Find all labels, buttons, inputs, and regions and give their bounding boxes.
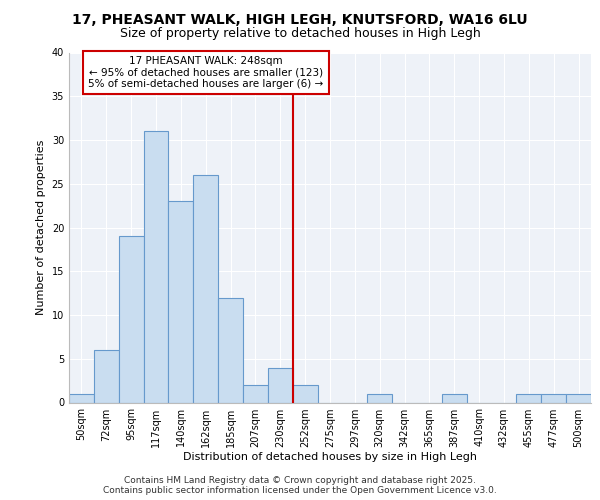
Bar (69, 394, 94, 402)
Text: Contains HM Land Registry data © Crown copyright and database right 2025.
Contai: Contains HM Land Registry data © Crown c… (103, 476, 497, 495)
Bar (541, 394, 566, 402)
Bar (442, 394, 467, 402)
Bar (169, 201, 193, 402)
Bar (517, 394, 541, 402)
Bar (218, 298, 243, 403)
Bar (193, 175, 218, 402)
Bar (119, 236, 143, 402)
Text: 17, PHEASANT WALK, HIGH LEGH, KNUTSFORD, WA16 6LU: 17, PHEASANT WALK, HIGH LEGH, KNUTSFORD,… (72, 12, 528, 26)
Bar (566, 394, 591, 402)
Bar (243, 385, 268, 402)
Bar (293, 385, 317, 402)
Bar (143, 131, 169, 402)
Bar (367, 394, 392, 402)
Bar (94, 350, 119, 403)
Text: 17 PHEASANT WALK: 248sqm
← 95% of detached houses are smaller (123)
5% of semi-d: 17 PHEASANT WALK: 248sqm ← 95% of detach… (88, 56, 323, 89)
X-axis label: Distribution of detached houses by size in High Legh: Distribution of detached houses by size … (183, 452, 477, 462)
Bar (268, 368, 293, 402)
Text: Size of property relative to detached houses in High Legh: Size of property relative to detached ho… (119, 28, 481, 40)
Y-axis label: Number of detached properties: Number of detached properties (36, 140, 46, 315)
